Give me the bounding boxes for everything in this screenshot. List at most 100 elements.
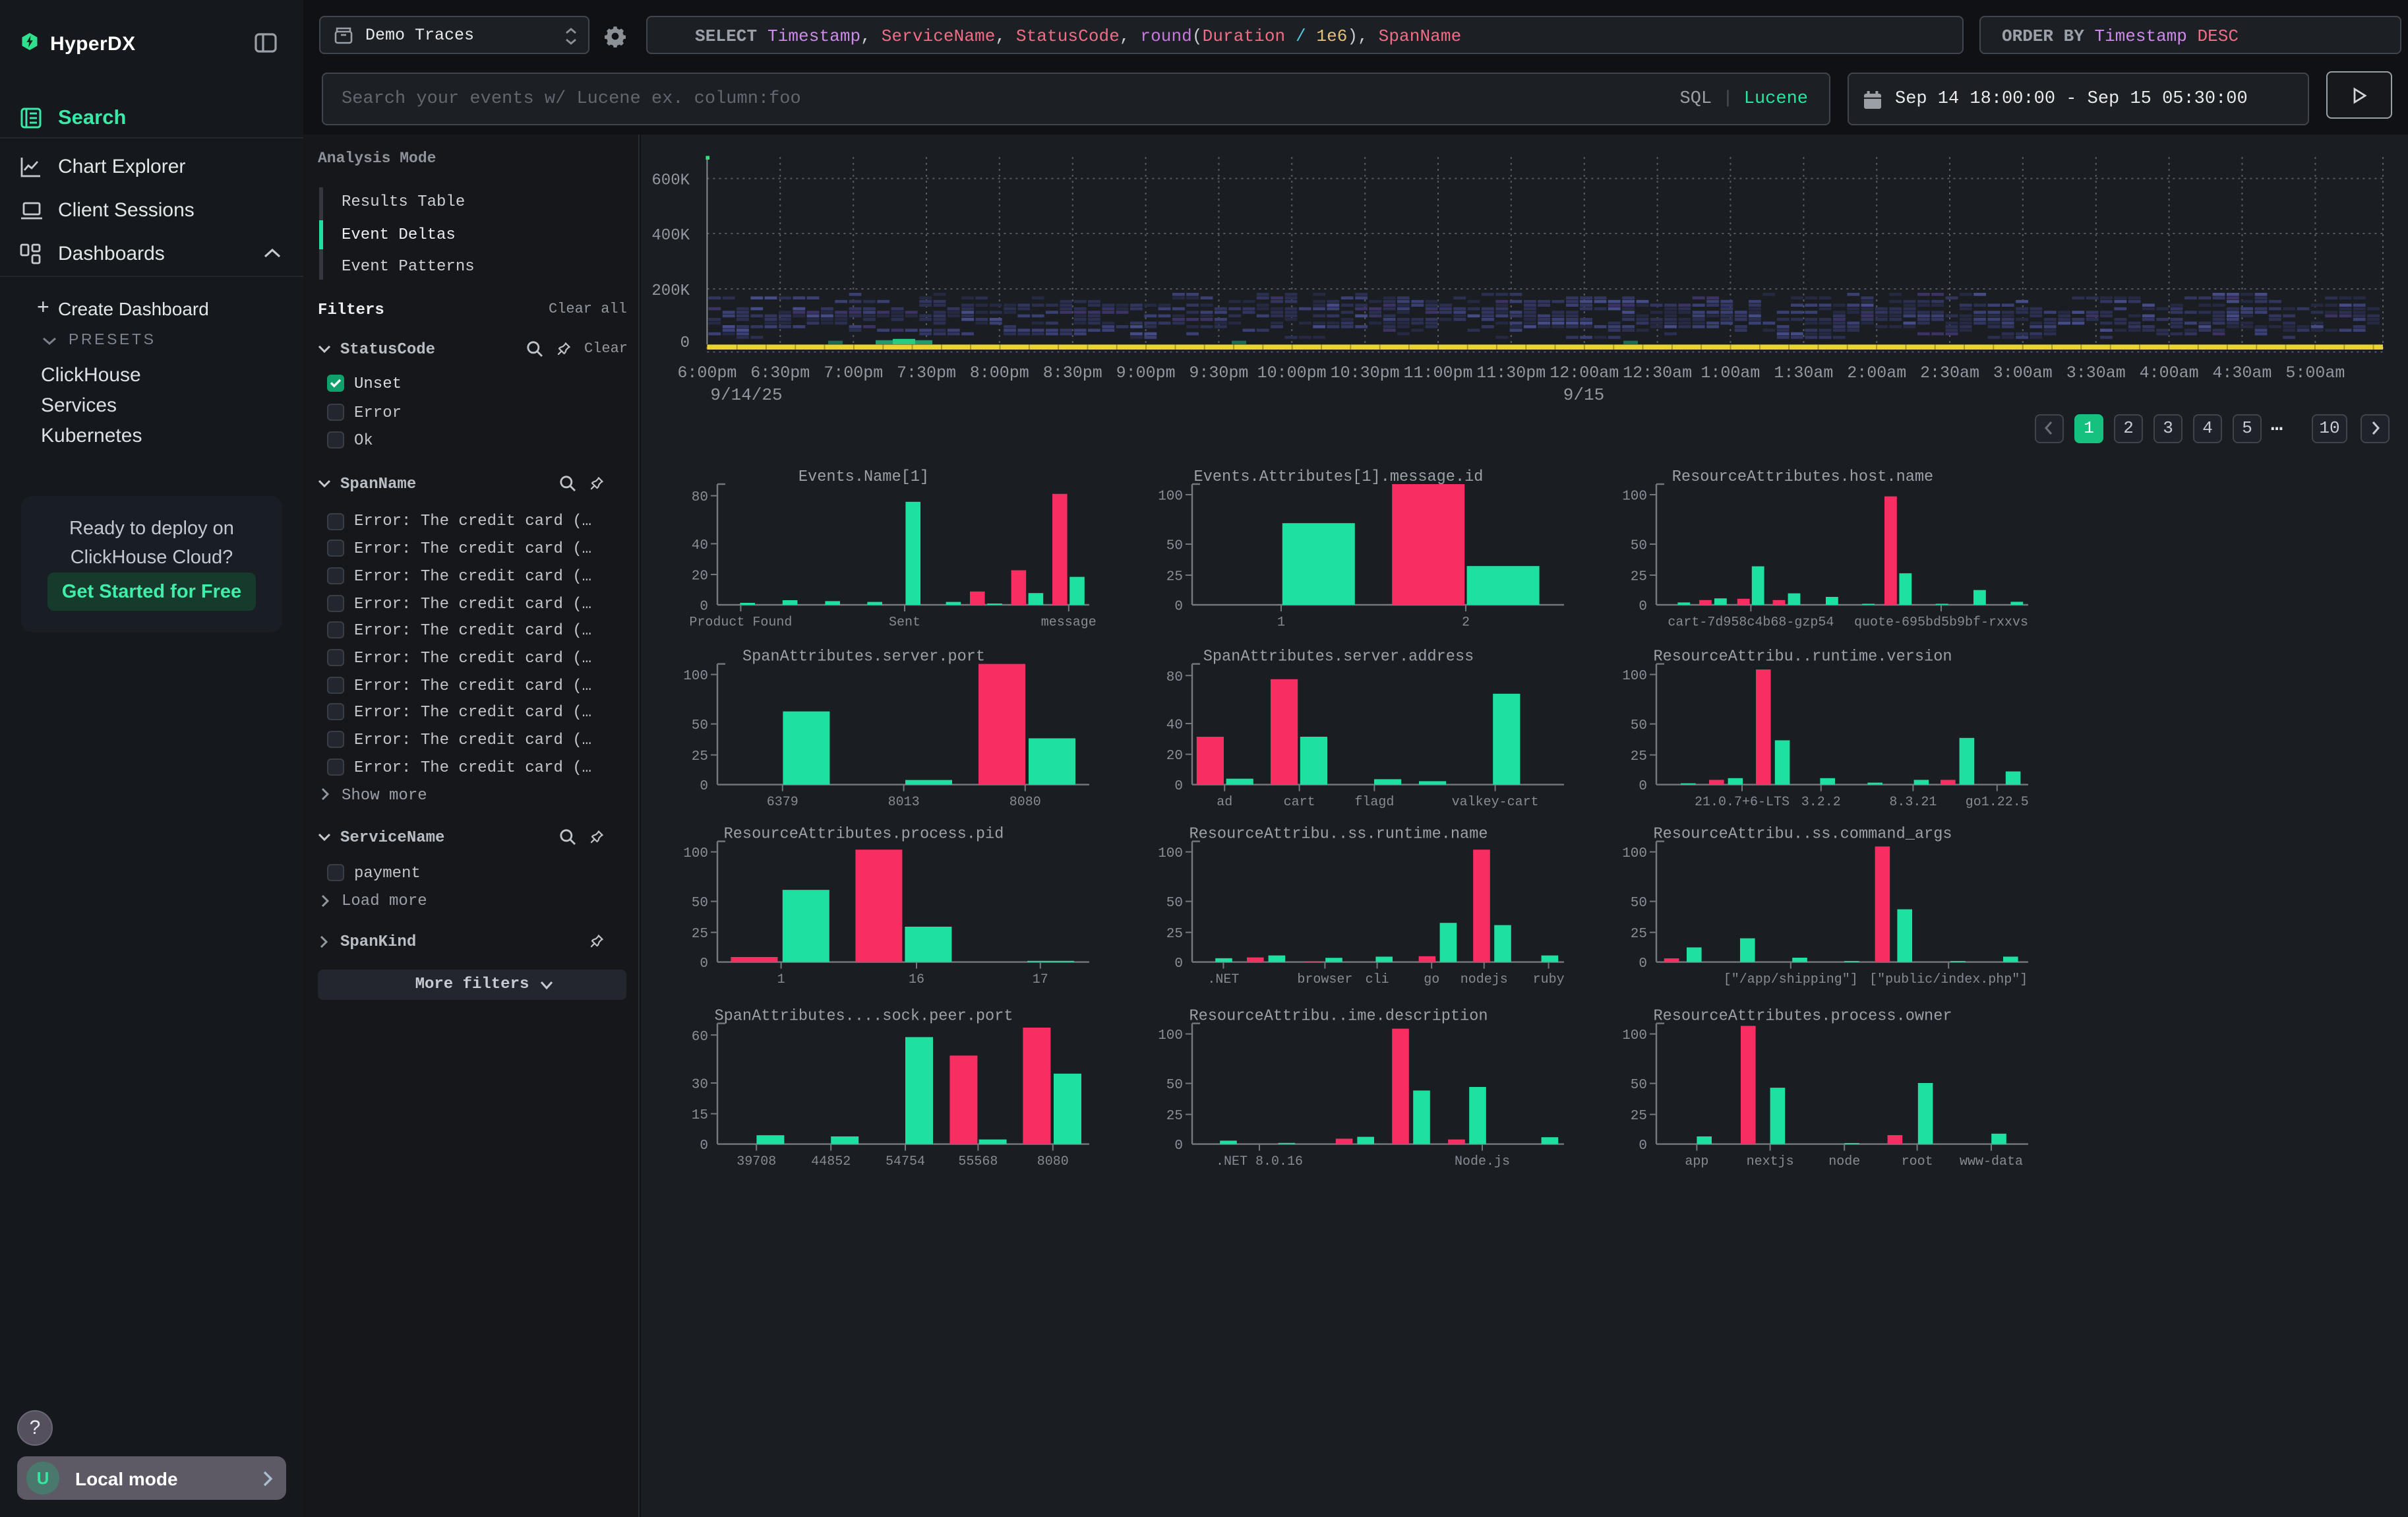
svg-text:60: 60	[692, 1030, 708, 1045]
svg-text:80: 80	[1166, 670, 1183, 685]
svg-text:ad: ad	[1217, 795, 1232, 810]
svg-text:ResourceAttributes.process.pid: ResourceAttributes.process.pid	[724, 826, 1004, 844]
svg-text:ResourceAttribu..runtime.versi: ResourceAttribu..runtime.version	[1653, 648, 1952, 666]
svg-text:4:30am: 4:30am	[2212, 363, 2272, 383]
svg-text:8080: 8080	[1037, 1154, 1069, 1169]
svg-text:5:00am: 5:00am	[2285, 363, 2345, 383]
svg-text:200K: 200K	[651, 282, 690, 300]
svg-text:25: 25	[1166, 570, 1183, 585]
svg-text:80: 80	[692, 490, 708, 505]
svg-text:8080: 8080	[1009, 795, 1041, 810]
svg-text:ResourceAttributes.host.name: ResourceAttributes.host.name	[1672, 468, 1933, 486]
svg-text:0: 0	[1639, 1138, 1647, 1154]
svg-text:cart: cart	[1284, 795, 1315, 810]
svg-text:3.2.2: 3.2.2	[1801, 795, 1841, 810]
svg-text:["/app/shipping"]: ["/app/shipping"]	[1724, 972, 1858, 987]
svg-text:25: 25	[1631, 927, 1647, 942]
svg-text:17: 17	[1033, 972, 1048, 987]
svg-text:0: 0	[700, 956, 708, 972]
svg-text:20: 20	[1166, 749, 1183, 764]
svg-text:9:30pm: 9:30pm	[1189, 363, 1248, 383]
svg-text:Events.Name[1]: Events.Name[1]	[798, 468, 929, 486]
svg-text:7:00pm: 7:00pm	[824, 363, 883, 383]
svg-text:0: 0	[1174, 1138, 1183, 1154]
svg-text:7:30pm: 7:30pm	[897, 363, 956, 383]
svg-text:12:00am: 12:00am	[1550, 363, 1619, 383]
svg-text:9:00pm: 9:00pm	[1116, 363, 1176, 383]
svg-text:go1.22.5: go1.22.5	[1966, 795, 2029, 810]
svg-text:Events.Attributes[1].message.i: Events.Attributes[1].message.id	[1194, 468, 1484, 486]
svg-text:50: 50	[1166, 539, 1183, 554]
svg-text:8.3.21: 8.3.21	[1889, 795, 1937, 810]
svg-text:www-data: www-data	[1960, 1154, 2023, 1169]
svg-text:0: 0	[1174, 600, 1183, 615]
svg-text:11:00pm: 11:00pm	[1403, 363, 1472, 383]
svg-text:go: go	[1424, 972, 1439, 987]
svg-text:25: 25	[1631, 749, 1647, 764]
svg-text:50: 50	[1631, 1078, 1647, 1093]
svg-text:40: 40	[1166, 718, 1183, 733]
svg-text:nextjs: nextjs	[1747, 1154, 1794, 1169]
svg-text:0: 0	[1639, 600, 1647, 615]
svg-text:quote-695bd5b9bf-rxxvs: quote-695bd5b9bf-rxxvs	[1854, 615, 2028, 631]
svg-text:100: 100	[1158, 846, 1183, 861]
svg-text:0: 0	[700, 1138, 708, 1154]
svg-text:SpanAttributes.server.port: SpanAttributes.server.port	[742, 648, 985, 666]
svg-text:6379: 6379	[767, 795, 798, 810]
svg-text:0: 0	[700, 600, 708, 615]
svg-text:Node.js: Node.js	[1455, 1154, 1510, 1169]
svg-text:30: 30	[692, 1078, 708, 1093]
svg-text:50: 50	[692, 718, 708, 733]
svg-text:100: 100	[1622, 846, 1647, 861]
svg-text:50: 50	[1631, 718, 1647, 733]
svg-text:20: 20	[692, 569, 708, 584]
svg-text:6:30pm: 6:30pm	[750, 363, 810, 383]
svg-text:1:00am: 1:00am	[1701, 363, 1760, 383]
svg-text:message: message	[1041, 615, 1097, 631]
svg-text:9/14/25: 9/14/25	[710, 385, 782, 405]
svg-text:1: 1	[1277, 615, 1285, 631]
svg-text:15: 15	[692, 1108, 708, 1123]
svg-text:ResourceAttribu..ss.command_ar: ResourceAttribu..ss.command_args	[1653, 826, 1952, 844]
svg-text:8013: 8013	[888, 795, 920, 810]
svg-text:25: 25	[692, 749, 708, 764]
svg-text:3:30am: 3:30am	[2066, 363, 2126, 383]
svg-text:.NET: .NET	[1207, 972, 1239, 987]
svg-text:100: 100	[1622, 489, 1647, 505]
svg-text:Product Found: Product Found	[689, 615, 792, 631]
svg-text:25: 25	[692, 927, 708, 942]
svg-text:100: 100	[1622, 1028, 1647, 1043]
svg-text:1:30am: 1:30am	[1774, 363, 1833, 383]
svg-text:nodejs: nodejs	[1460, 972, 1508, 987]
svg-text:0: 0	[1639, 956, 1647, 972]
svg-text:100: 100	[1158, 489, 1183, 505]
svg-text:400K: 400K	[651, 227, 690, 245]
svg-text:6:00pm: 6:00pm	[677, 363, 737, 383]
svg-text:54754: 54754	[886, 1154, 925, 1169]
svg-text:browser: browser	[1297, 972, 1352, 987]
svg-text:SpanAttributes.server.address: SpanAttributes.server.address	[1203, 648, 1474, 666]
svg-text:55568: 55568	[958, 1154, 998, 1169]
svg-text:SpanAttributes....sock.peer.po: SpanAttributes....sock.peer.port	[714, 1008, 1013, 1026]
svg-text:0: 0	[1174, 956, 1183, 972]
svg-text:0: 0	[1639, 779, 1647, 794]
svg-text:0: 0	[1174, 779, 1183, 794]
svg-text:ruby: ruby	[1533, 972, 1565, 987]
svg-text:44852: 44852	[811, 1154, 851, 1169]
svg-text:2: 2	[1462, 615, 1470, 631]
svg-text:8:00pm: 8:00pm	[970, 363, 1029, 383]
svg-text:.NET 8.0.16: .NET 8.0.16	[1216, 1154, 1303, 1169]
svg-text:50: 50	[692, 896, 708, 911]
svg-text:50: 50	[1631, 896, 1647, 911]
svg-text:4:00am: 4:00am	[2140, 363, 2199, 383]
svg-text:ResourceAttributes.process.own: ResourceAttributes.process.owner	[1653, 1008, 1952, 1026]
svg-text:cart-7d958c4b68-gzp54: cart-7d958c4b68-gzp54	[1668, 615, 1834, 631]
svg-text:100: 100	[1622, 669, 1647, 684]
svg-text:3:00am: 3:00am	[1993, 363, 2053, 383]
svg-text:25: 25	[1631, 1109, 1647, 1124]
svg-text:8:30pm: 8:30pm	[1043, 363, 1102, 383]
svg-text:39708: 39708	[737, 1154, 776, 1169]
svg-text:0: 0	[700, 779, 708, 794]
svg-text:11:30pm: 11:30pm	[1476, 363, 1546, 383]
svg-text:app: app	[1685, 1154, 1708, 1169]
